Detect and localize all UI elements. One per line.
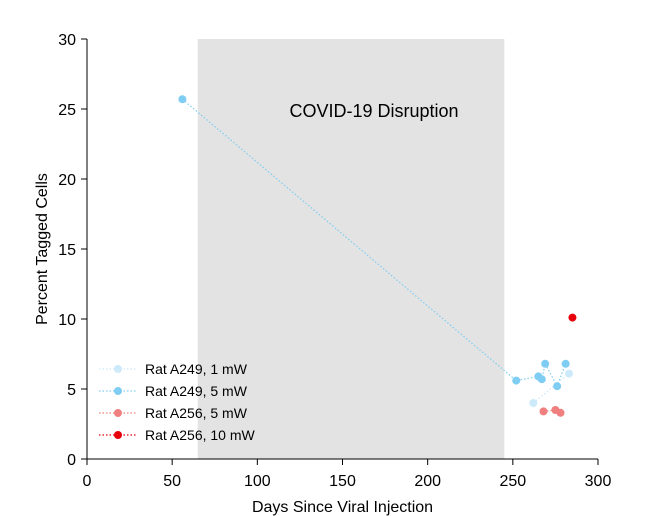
- covid-disruption-label: COVID-19 Disruption: [289, 101, 458, 121]
- legend-item: Rat A249, 5 mW: [99, 383, 248, 399]
- legend-label: Rat A256, 5 mW: [145, 405, 248, 421]
- data-point: [568, 313, 577, 322]
- legend-marker: [114, 431, 122, 439]
- legend-label: Rat A256, 10 mW: [145, 427, 256, 443]
- legend-item: Rat A249, 1 mW: [99, 361, 248, 377]
- x-tick-label: 50: [163, 473, 181, 490]
- data-point: [529, 399, 538, 407]
- data-point: [565, 369, 574, 378]
- series: [539, 406, 565, 417]
- y-axis-title: Percent Tagged Cells: [34, 173, 51, 325]
- legend-item: Rat A256, 10 mW: [99, 427, 256, 443]
- data-point: [541, 359, 550, 368]
- x-tick-label: 200: [414, 473, 441, 490]
- data-point: [537, 375, 546, 384]
- y-tick-label: 10: [58, 312, 76, 329]
- x-tick-label: 300: [585, 473, 612, 490]
- x-tick-label: 150: [329, 473, 356, 490]
- series: [568, 313, 577, 322]
- data-point: [556, 408, 565, 417]
- legend-marker: [114, 387, 122, 395]
- x-tick-label: 100: [244, 473, 271, 490]
- series-line: [532, 373, 570, 404]
- y-tick-label: 25: [58, 102, 76, 119]
- data-point: [561, 359, 570, 368]
- legend: Rat A249, 1 mW Rat A249, 5 mW Rat A256, 5 …: [99, 361, 256, 443]
- legend-marker: [114, 409, 122, 417]
- series-line: [543, 409, 561, 414]
- series: [529, 369, 574, 407]
- x-axis-title: Days Since Viral Injection: [252, 499, 433, 516]
- legend-label: Rat A249, 5 mW: [145, 383, 248, 399]
- legend-marker: [114, 365, 122, 373]
- series: [178, 95, 570, 391]
- covid-disruption-region: [197, 39, 505, 459]
- data-point: [512, 376, 521, 385]
- y-tick-label: 20: [58, 172, 76, 189]
- data-point: [178, 95, 187, 104]
- x-tick-label: 0: [83, 473, 92, 490]
- series-layer: [178, 95, 577, 417]
- legend-label: Rat A249, 1 mW: [145, 361, 248, 377]
- data-point: [553, 382, 562, 391]
- y-tick-label: 30: [58, 32, 76, 49]
- legend-item: Rat A256, 5 mW: [99, 405, 248, 421]
- y-tick-label: 5: [67, 382, 76, 399]
- x-tick-label: 250: [499, 473, 526, 490]
- y-tick-label: 15: [58, 242, 76, 259]
- y-tick-label: 0: [67, 452, 76, 469]
- data-point: [539, 407, 548, 416]
